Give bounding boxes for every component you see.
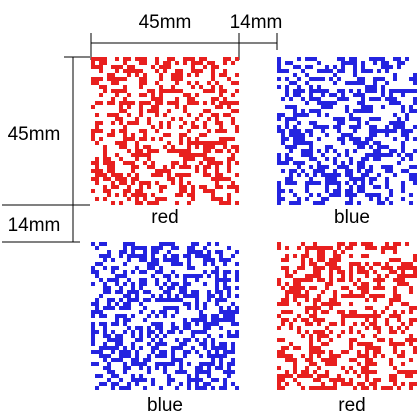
pattern-label-bottom-right: red <box>338 395 365 415</box>
pattern-cells-bottom-right <box>277 242 417 390</box>
pattern-bottom-left: blue <box>91 242 239 415</box>
pattern-bottom-right: red <box>277 242 417 415</box>
pattern-dots <box>277 242 417 390</box>
width-dimension-label: 45mm <box>139 12 192 33</box>
pattern-dots <box>277 57 417 205</box>
height-dimension-label: 45mm <box>8 124 61 145</box>
horizontal-dimension-line <box>90 33 278 60</box>
pattern-dots <box>91 57 239 205</box>
gap-dimension-label: 14mm <box>230 12 283 33</box>
pattern-cells-top-right <box>277 57 417 205</box>
pattern-top-left: red <box>91 57 239 228</box>
pattern-top-right: blue <box>277 57 417 228</box>
pattern-label-top-left: red <box>151 207 178 228</box>
pattern-label-bottom-left: blue <box>147 395 183 415</box>
pattern-cells-bottom-left <box>91 242 239 390</box>
pattern-label-top-right: blue <box>334 207 370 228</box>
vgap-dimension-label: 14mm <box>8 215 61 236</box>
pattern-cells-top-left <box>91 57 239 205</box>
vertical-dimension-line <box>2 56 90 243</box>
pattern-dots <box>91 242 239 390</box>
